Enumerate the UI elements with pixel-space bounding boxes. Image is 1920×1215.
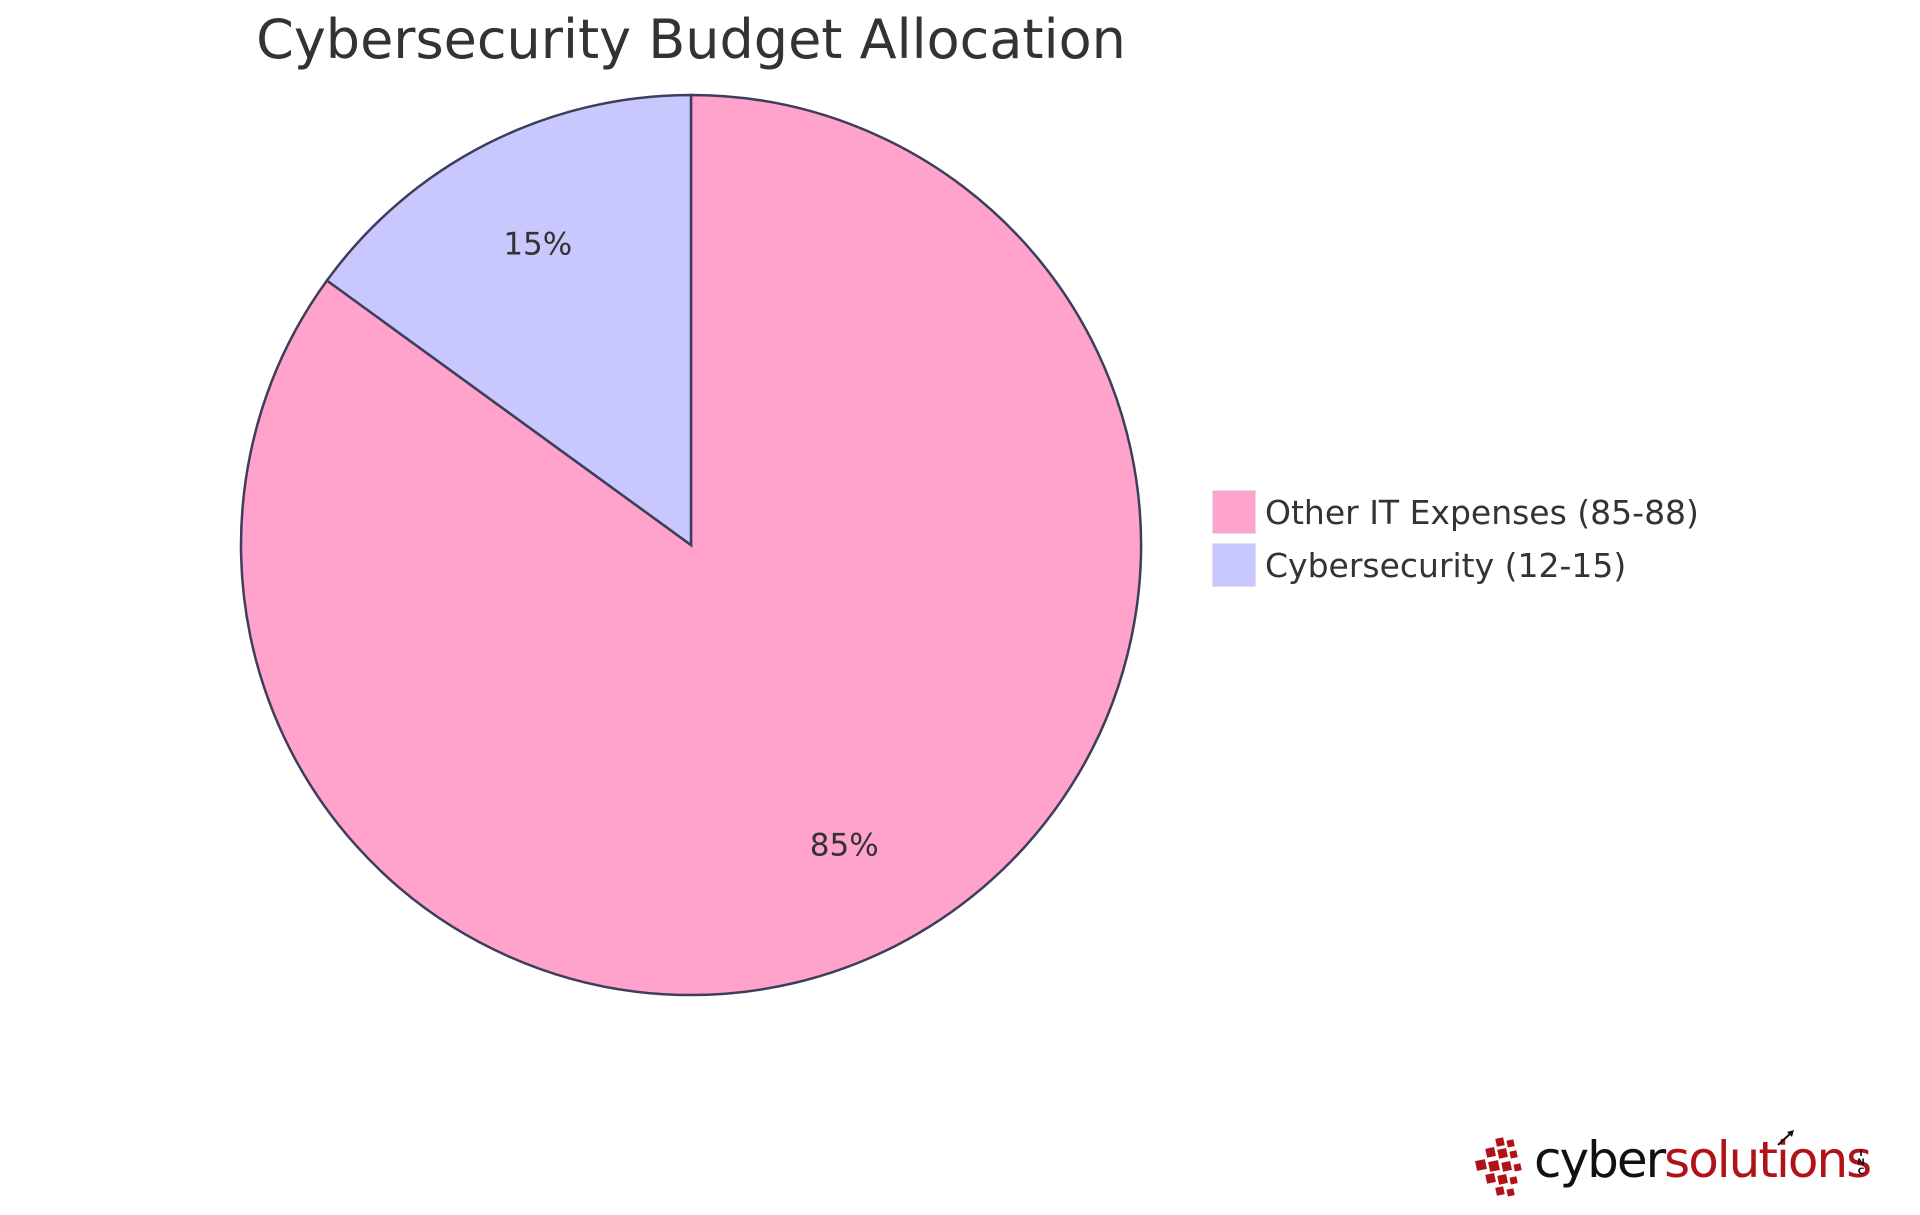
logo-arrow-icon bbox=[1777, 1130, 1794, 1146]
legend-item-other-it: Other IT Expenses (85-88) bbox=[1212, 490, 1699, 534]
pie-slice-1 bbox=[325, 93, 693, 548]
chart-title: Cybersecurity Budget Allocation bbox=[256, 8, 1126, 71]
legend-label-other-it: Other IT Expenses (85-88) bbox=[1265, 492, 1699, 532]
legend-swatch-cybersecurity bbox=[1212, 543, 1256, 587]
logo-grid-icon bbox=[1475, 1137, 1522, 1197]
logo-word-cyber: cyber bbox=[1534, 1131, 1666, 1189]
pie-slices bbox=[239, 93, 1143, 997]
pie-slice-labels: 85% 15% bbox=[503, 226, 878, 863]
legend: Other IT Expenses (85-88) Cybersecurity … bbox=[1212, 490, 1699, 596]
logo-wordmark: cybersolutions bbox=[1534, 1131, 1872, 1189]
pie-slice-label-1: 15% bbox=[503, 226, 572, 262]
legend-label-cybersecurity: Cybersecurity (12-15) bbox=[1265, 545, 1627, 585]
pie-slice-label-0: 85% bbox=[810, 828, 879, 864]
legend-item-cybersecurity: Cybersecurity (12-15) bbox=[1212, 543, 1699, 587]
legend-swatch-other-it bbox=[1212, 490, 1256, 534]
logo-word-solutions: solutions bbox=[1664, 1131, 1872, 1189]
